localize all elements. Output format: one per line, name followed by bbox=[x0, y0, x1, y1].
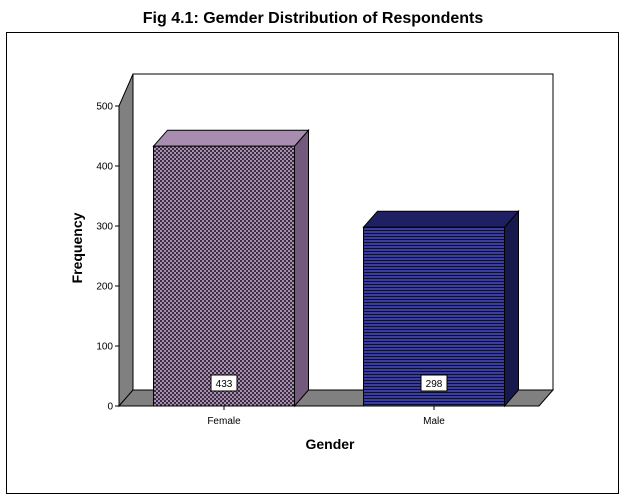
x-tick-label: Male bbox=[423, 416, 445, 427]
bar-top bbox=[152, 129, 310, 147]
x-axis-label: Gender bbox=[305, 436, 355, 452]
y-tick-label: 500 bbox=[96, 102, 113, 113]
chart-frame bbox=[6, 32, 619, 494]
y-tick-label: 0 bbox=[107, 402, 113, 413]
y-tick-label: 300 bbox=[96, 222, 113, 233]
x-tick-label: Female bbox=[207, 416, 241, 427]
chart-title: Fig 4.1: Gemder Distribution of Responde… bbox=[142, 10, 484, 27]
y-tick-label: 200 bbox=[96, 282, 113, 293]
bar-side bbox=[504, 209, 519, 408]
bar-female: 433 bbox=[152, 128, 310, 408]
data-label: 433 bbox=[216, 379, 233, 390]
bar-male: 298 bbox=[362, 209, 520, 408]
y-axis: 0 100 200 300 400 500 bbox=[96, 102, 120, 413]
x-axis: Female Male bbox=[119, 405, 539, 427]
bar-side bbox=[294, 128, 309, 408]
bars: 433 298 bbox=[152, 128, 520, 408]
y-tick-label: 400 bbox=[96, 162, 113, 173]
y-tick-label: 100 bbox=[96, 342, 113, 353]
data-label-box bbox=[420, 374, 448, 392]
data-label-box bbox=[210, 374, 238, 392]
bar-front bbox=[153, 145, 295, 407]
left-wall bbox=[118, 73, 134, 408]
data-label: 298 bbox=[426, 379, 443, 390]
bar-top bbox=[362, 210, 520, 228]
y-axis-label: Frequency bbox=[69, 212, 85, 283]
